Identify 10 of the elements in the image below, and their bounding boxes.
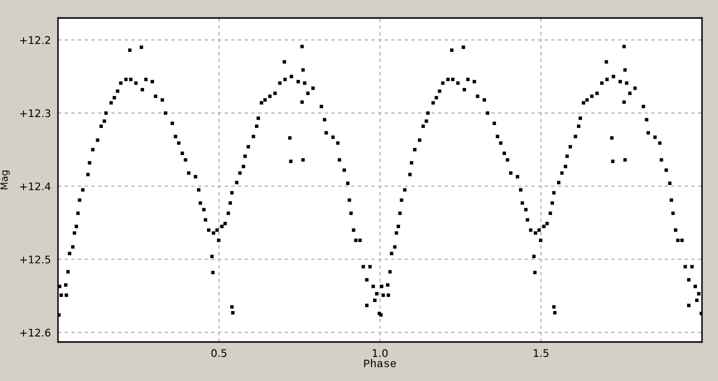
y-axis-title: Mag xyxy=(0,170,10,190)
y-tick-label: +12.6 xyxy=(20,328,50,337)
y-tick-label: +12.4 xyxy=(20,182,50,190)
x-tick-label: 1.5 xyxy=(534,349,548,358)
x-tick-label: 0.5 xyxy=(211,349,226,358)
x-axis-title: Phase xyxy=(364,359,396,368)
y-tick-label: +12.5 xyxy=(20,256,50,264)
y-tick-label: +12.2 xyxy=(20,36,50,44)
y-tick-label: +12.3 xyxy=(20,109,50,118)
x-tick-label: 1.0 xyxy=(372,349,388,358)
